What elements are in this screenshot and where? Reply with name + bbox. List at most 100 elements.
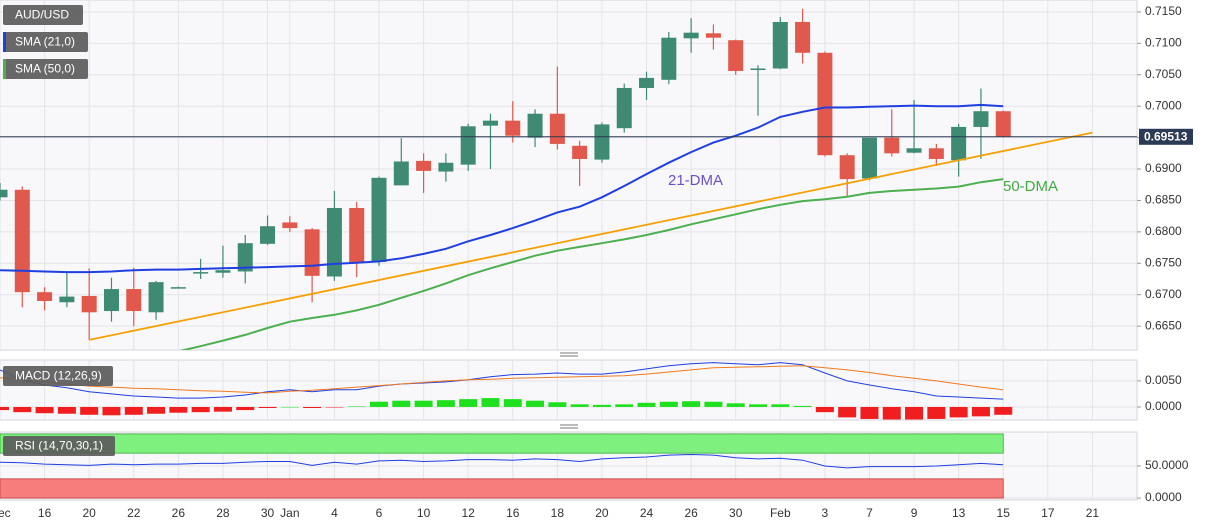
resize-handle[interactable] — [560, 352, 578, 429]
histogram-bar — [169, 406, 188, 413]
x-tick-label: 7 — [866, 506, 873, 520]
x-tick-label: 4 — [331, 506, 338, 520]
candle-body — [59, 296, 75, 303]
histogram-bar — [436, 400, 455, 407]
candle-body — [505, 120, 521, 136]
histogram-bar — [637, 402, 656, 407]
candle-body — [527, 113, 543, 138]
candle-body — [282, 222, 298, 229]
y-tick-label: 0.6700 — [1145, 287, 1182, 301]
histogram-bar — [102, 406, 121, 416]
x-tick-label: Jan — [280, 506, 299, 520]
histogram-bar — [258, 406, 277, 408]
legend-label: RSI (14,70,30,1) — [15, 439, 103, 453]
candle-body — [995, 111, 1011, 137]
candle-body — [705, 33, 721, 38]
panel-plot — [0, 433, 1004, 499]
histogram-bar — [236, 406, 255, 411]
x-tick-label: 26 — [684, 506, 698, 520]
x-tick-label: 13 — [952, 506, 966, 520]
candle-body — [304, 229, 320, 276]
y-tick-label: 50.0000 — [1145, 458, 1189, 472]
x-tick-label: 24 — [640, 506, 654, 520]
histogram-bar — [659, 401, 678, 407]
x-tick-label: 15 — [997, 506, 1011, 520]
histogram-bar — [971, 406, 990, 417]
annotation: 50-DMA — [1003, 178, 1058, 195]
candle-body — [861, 137, 877, 179]
x-tick-label: 16 — [506, 506, 520, 520]
y-tick-label: 0.6750 — [1145, 255, 1182, 269]
histogram-bar — [191, 406, 210, 413]
y-tick-label: 0.6650 — [1145, 318, 1182, 332]
histogram-bar — [124, 406, 143, 415]
macd-line — [0, 365, 1004, 394]
x-tick-label: 10 — [417, 506, 431, 520]
histogram-bar — [704, 401, 723, 407]
y-tick-label: 0.6900 — [1145, 161, 1182, 175]
histogram-bar — [57, 406, 76, 414]
legend: AUD/USD SMA (21,0) SMA (50,0) MACD (12,26,9… — [3, 5, 115, 456]
candle-body — [750, 68, 766, 70]
histogram-bar — [13, 406, 32, 413]
y-tick-label: 0.7150 — [1145, 4, 1182, 18]
x-tick-label: 20 — [82, 506, 96, 520]
candle-body — [572, 145, 588, 159]
histogram-bar — [280, 406, 299, 408]
histogram-bar — [749, 404, 767, 407]
candle-body — [795, 21, 811, 53]
histogram-bar — [682, 401, 701, 407]
histogram-bar — [771, 404, 790, 407]
x-tick-label: 6 — [376, 506, 383, 520]
histogram-bar — [370, 401, 388, 407]
candle-body — [951, 126, 967, 161]
candle-body — [973, 111, 989, 127]
legend-box — [3, 436, 115, 456]
x-tick-label: 18 — [551, 506, 565, 520]
x-tick-label: 12 — [461, 506, 475, 520]
histogram-bar — [793, 405, 812, 407]
panel-plot — [0, 8, 1137, 350]
histogram-bar — [882, 406, 901, 420]
sma-line — [0, 103, 1004, 274]
histogram-bar — [414, 400, 433, 407]
candle-body — [460, 126, 476, 165]
histogram-bar — [570, 404, 589, 407]
candle-body — [683, 32, 699, 39]
x-tick-label: 30 — [729, 506, 743, 520]
x-tick-label: Feb — [770, 506, 791, 520]
oversold-band — [0, 478, 1004, 499]
legend-box — [3, 5, 83, 25]
y-tick-label: 0.0050 — [1145, 373, 1182, 387]
histogram-bar — [815, 406, 834, 413]
candle-body — [37, 292, 53, 301]
candle-body — [594, 124, 610, 160]
x-tick-label: 22 — [127, 506, 141, 520]
candle-body — [482, 120, 498, 126]
candle-body — [0, 189, 8, 198]
histogram-bar — [325, 406, 344, 408]
rsi-line — [0, 453, 1004, 469]
histogram-bar — [503, 399, 522, 407]
candle-body — [326, 207, 342, 277]
x-tick-label: 21 — [1086, 506, 1100, 520]
x-tick-label: Dec — [0, 506, 11, 520]
candle-body — [817, 52, 833, 156]
candle-body — [103, 289, 119, 312]
legend-label: SMA (50,0) — [15, 62, 75, 76]
legend-label: MACD (12,26,9) — [15, 369, 102, 383]
histogram-bar — [147, 406, 166, 414]
histogram-bar — [392, 400, 411, 407]
candle-body — [193, 272, 209, 274]
histogram-bar — [303, 406, 322, 408]
y-tick-label: 0.7000 — [1145, 98, 1182, 112]
panel-plot — [0, 362, 1013, 420]
candle-body — [661, 37, 677, 80]
histogram-bar — [994, 406, 1013, 415]
candle-body — [416, 160, 432, 171]
histogram-bar — [213, 406, 232, 412]
candle-body — [215, 270, 231, 273]
candle-body — [639, 77, 655, 88]
